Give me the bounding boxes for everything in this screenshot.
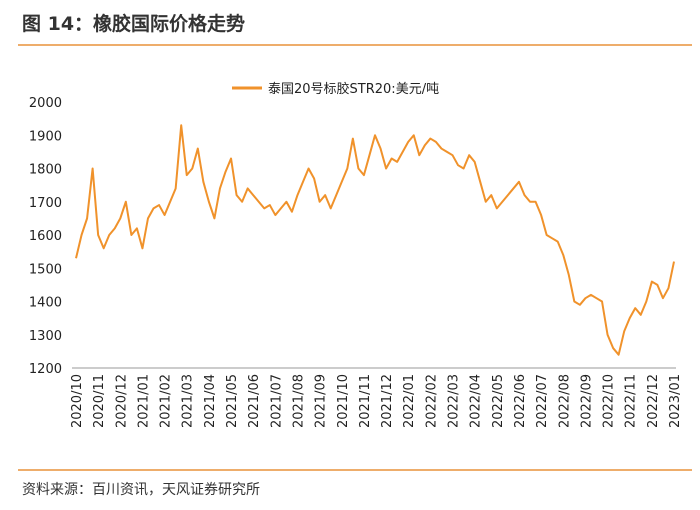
- x-tick-label: 2021/06: [247, 374, 262, 428]
- x-tick-label: 2020/10: [70, 374, 85, 428]
- x-tick-label: 2021/02: [159, 374, 174, 428]
- y-tick-label: 2000: [29, 96, 62, 111]
- y-tick-label: 1300: [29, 329, 62, 344]
- x-tick-label: 2022/02: [424, 374, 439, 428]
- x-tick-label: 2020/11: [92, 374, 107, 428]
- x-tick-label: 2022/09: [579, 374, 594, 428]
- x-tick-label: 2021/10: [336, 374, 351, 428]
- x-tick-label: 2021/09: [314, 374, 329, 428]
- x-tick-label: 2022/11: [624, 374, 639, 428]
- x-tick-label: 2022/08: [557, 374, 572, 428]
- x-tick-label: 2021/07: [269, 374, 284, 428]
- y-tick-label: 1400: [29, 296, 62, 311]
- y-tick-label: 1800: [29, 163, 62, 178]
- x-tick-label: 2021/01: [136, 374, 151, 428]
- y-tick-label: 1600: [29, 229, 62, 244]
- x-tick-label: 2021/03: [181, 374, 196, 428]
- x-tick-label: 2022/03: [447, 374, 462, 428]
- x-tick-label: 2022/10: [602, 374, 617, 428]
- x-tick-label: 2022/12: [646, 374, 661, 428]
- x-tick-label: 2023/01: [668, 374, 683, 428]
- x-tick-label: 2022/05: [491, 374, 506, 428]
- y-tick-label: 1200: [29, 362, 62, 377]
- x-tick-label: 2022/06: [513, 374, 528, 428]
- line-series: [75, 124, 675, 356]
- x-tick-label: 2022/01: [402, 374, 417, 428]
- y-tick-label: 1500: [29, 262, 62, 277]
- x-tick-label: 2021/08: [291, 374, 306, 428]
- y-tick-label: 1700: [29, 196, 62, 211]
- x-tick-label: 2021/11: [358, 374, 373, 428]
- x-tick-label: 2021/05: [225, 374, 240, 428]
- x-tick-label: 2022/07: [535, 374, 550, 428]
- page-title: 图 14：橡胶国际价格走势: [22, 12, 245, 35]
- x-tick-label: 2021/04: [203, 374, 218, 428]
- legend-label: 泰国20号标胶STR20:美元/吨: [268, 81, 439, 97]
- x-tick-label: 2022/04: [469, 374, 484, 428]
- x-tick-label: 2021/12: [380, 374, 395, 428]
- x-tick-label: 2020/12: [114, 374, 129, 428]
- source: 资料来源：百川资讯，天风证券研究所: [22, 482, 260, 498]
- y-tick-label: 1900: [29, 129, 62, 144]
